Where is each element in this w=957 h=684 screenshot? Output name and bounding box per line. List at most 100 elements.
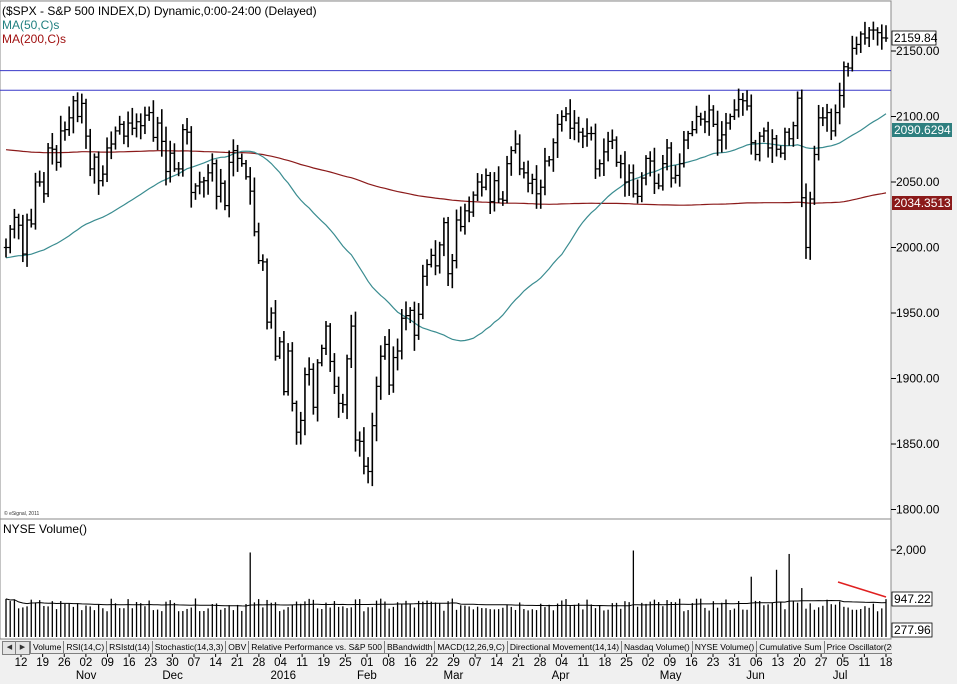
price-bar xyxy=(96,151,101,195)
price-bar xyxy=(580,127,586,149)
study-tab-2[interactable]: RSI(14,C) xyxy=(63,641,108,654)
x-tick-label: 25 xyxy=(339,657,352,669)
price-bar xyxy=(58,115,63,168)
month-label: Apr xyxy=(552,670,570,681)
x-tick-label: 09 xyxy=(101,657,114,669)
price-tick-label: 1950.00 xyxy=(896,306,940,320)
price-bar xyxy=(601,138,607,177)
x-tick-label: 18 xyxy=(598,657,611,669)
price-bar xyxy=(365,457,371,484)
price-bar xyxy=(88,128,93,177)
price-bar xyxy=(45,143,51,198)
price-bar xyxy=(71,95,76,134)
ma50-value-label: 2090.6294 xyxy=(894,123,951,137)
price-bar xyxy=(378,345,383,400)
study-tab-1[interactable]: Volume xyxy=(30,641,65,654)
last-price-box xyxy=(891,30,937,46)
price-bar xyxy=(62,121,68,141)
x-tick-label: 04 xyxy=(555,657,568,669)
price-bar xyxy=(319,344,324,367)
x-tick-label: 19 xyxy=(36,657,49,669)
x-tick-label: 23 xyxy=(144,657,157,669)
x-tick-label: 14 xyxy=(490,657,503,669)
price-bar xyxy=(146,106,152,121)
ma50-value-box xyxy=(892,123,952,137)
x-tick-label: 16 xyxy=(123,657,136,669)
price-bar xyxy=(866,27,872,48)
price-bar xyxy=(513,130,518,154)
study-tab-9[interactable]: Directional Movement(14,14) xyxy=(506,641,623,654)
price-bar xyxy=(222,180,228,211)
study-tab-12[interactable]: Cumulative Sum xyxy=(756,641,825,654)
price-bar xyxy=(837,82,842,125)
price-bar xyxy=(483,168,489,191)
price-bar xyxy=(445,216,451,287)
price-bar xyxy=(845,62,851,77)
price-bar xyxy=(572,110,577,141)
price-bar xyxy=(290,342,295,412)
study-tab-7[interactable]: BBandwidth xyxy=(383,641,436,654)
month-label: Mar xyxy=(444,670,464,681)
price-bar xyxy=(12,208,17,239)
tab-scroll-right[interactable]: ▶ xyxy=(15,641,30,655)
price-bar xyxy=(740,92,746,116)
x-tick-label: 21 xyxy=(231,657,244,669)
price-bar xyxy=(479,174,484,197)
price-bar xyxy=(879,24,884,50)
price-bar xyxy=(41,172,47,203)
price-bar xyxy=(151,100,156,142)
price-bar xyxy=(340,393,346,413)
price-bar xyxy=(744,90,750,111)
price-bar xyxy=(201,176,207,198)
price-bar xyxy=(626,164,632,196)
volume-tick-label: 2,000 xyxy=(896,543,926,557)
price-bar xyxy=(808,191,813,260)
study-tab-13[interactable]: Price Oscillator(20 xyxy=(823,641,892,654)
study-tab-8[interactable]: MACD(12,26,9,C) xyxy=(434,641,508,654)
price-bar xyxy=(622,151,628,197)
study-tab-4[interactable]: Stochastic(14,3,3) xyxy=(151,641,227,654)
price-bar xyxy=(328,323,333,372)
month-label: Nov xyxy=(76,670,97,681)
price-bar xyxy=(117,115,122,135)
ma50-line xyxy=(5,113,887,342)
price-bar xyxy=(336,376,341,418)
price-tick-label: 2150.00 xyxy=(896,44,940,58)
price-bar xyxy=(883,25,889,42)
price-bar xyxy=(399,309,404,360)
price-bar xyxy=(134,113,139,138)
price-bar xyxy=(551,138,556,172)
price-bar xyxy=(589,126,594,141)
price-bar xyxy=(492,172,497,212)
price-bar xyxy=(403,301,409,331)
price-bar xyxy=(643,155,649,186)
x-tick-label: 27 xyxy=(815,657,828,669)
price-bar xyxy=(471,191,476,217)
price-bar xyxy=(559,110,564,132)
price-bar xyxy=(850,35,855,72)
x-axis-strip xyxy=(0,653,891,681)
month-label: Jul xyxy=(833,670,848,681)
price-tick-label: 1800.00 xyxy=(896,503,940,517)
volume-panel xyxy=(0,518,892,640)
price-bar xyxy=(749,94,754,155)
price-tick-label: 1850.00 xyxy=(896,437,940,451)
price-bar xyxy=(311,363,316,415)
price-bar xyxy=(778,145,783,158)
study-tab-6[interactable]: Relative Performance vs. S&P 500 xyxy=(248,641,385,654)
study-tab-10[interactable]: Nasdaq Volume() xyxy=(621,641,693,654)
price-bar xyxy=(3,238,9,258)
volume-panel-title: NYSE Volume() xyxy=(3,522,87,536)
price-bar xyxy=(273,300,278,361)
study-tab-3[interactable]: RSIstd(14) xyxy=(106,641,153,654)
price-bar xyxy=(719,121,724,153)
price-bar xyxy=(33,172,38,230)
study-tab-11[interactable]: NYSE Volume() xyxy=(691,641,758,654)
price-bar xyxy=(104,137,110,183)
price-bar xyxy=(37,170,42,187)
price-bar xyxy=(386,329,392,395)
price-bar xyxy=(816,104,821,161)
x-tick-label: 14 xyxy=(209,657,222,669)
study-tab-5[interactable]: OBV xyxy=(225,641,250,654)
